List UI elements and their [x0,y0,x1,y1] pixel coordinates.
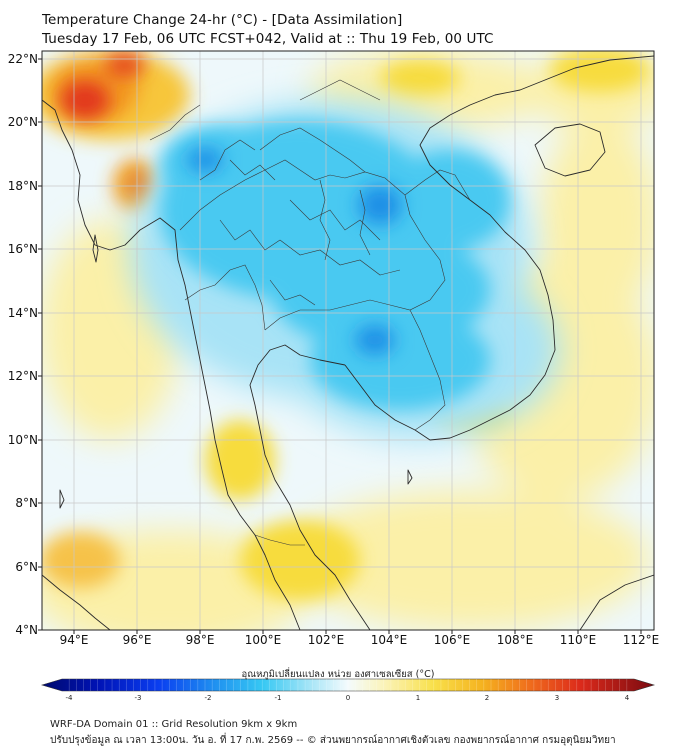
lat-label: 6°N [15,560,38,574]
lat-label: 4°N [15,623,38,637]
borders [149,79,471,546]
lon-label: 100°E [244,633,282,647]
graticule [42,51,654,630]
lon-label: 98°E [185,633,215,647]
lon-label: 96°E [122,633,152,647]
field-layer [42,51,654,630]
map-border [41,50,655,631]
lon-label: 106°E [433,633,471,647]
map-subtitle: Tuesday 17 Feb, 06 UTC FCST+042, Valid a… [42,31,494,47]
colorbar-tick-label: -1 [274,694,282,702]
lon-label: 110°E [559,633,597,647]
lon-label: 94°E [59,633,89,647]
lat-label: 20°N [7,115,38,129]
lat-label: 12°N [7,369,38,383]
lon-label: 112°E [622,633,660,647]
colorbar-tick-label: -4 [65,694,73,702]
lat-label: 8°N [15,496,38,510]
colorbar-tick-label: -3 [134,694,142,702]
colorbar-tick-label: 2 [484,694,490,702]
colorbar-title: อุณหภูมิเปลี่ยนแปลง หน่วย องศาเซลเซียส (… [241,669,435,680]
footer-credit: ปรับปรุงข้อมูล ณ เวลา 13:00น. วัน อ. ที่… [50,735,616,746]
lat-label: 14°N [7,306,38,320]
colorbar [40,678,656,692]
colorbar-tick-label: 1 [415,694,421,702]
colorbar-tick-label: 0 [345,694,351,702]
lon-label: 102°E [307,633,345,647]
colorbar-tick-label: 3 [554,694,560,702]
lon-label: 104°E [370,633,408,647]
lat-label: 22°N [7,52,38,66]
map-title: Temperature Change 24-hr (°C) - [Data As… [42,12,403,28]
lat-label: 10°N [7,433,38,447]
colorbar-tick-label: -2 [204,694,212,702]
lat-label: 16°N [7,242,38,256]
colorbar-tick-label: 4 [624,694,630,702]
lon-label: 108°E [496,633,534,647]
lat-label: 18°N [7,179,38,193]
footer-domain-info: WRF-DA Domain 01 :: Grid Resolution 9km … [50,719,298,730]
